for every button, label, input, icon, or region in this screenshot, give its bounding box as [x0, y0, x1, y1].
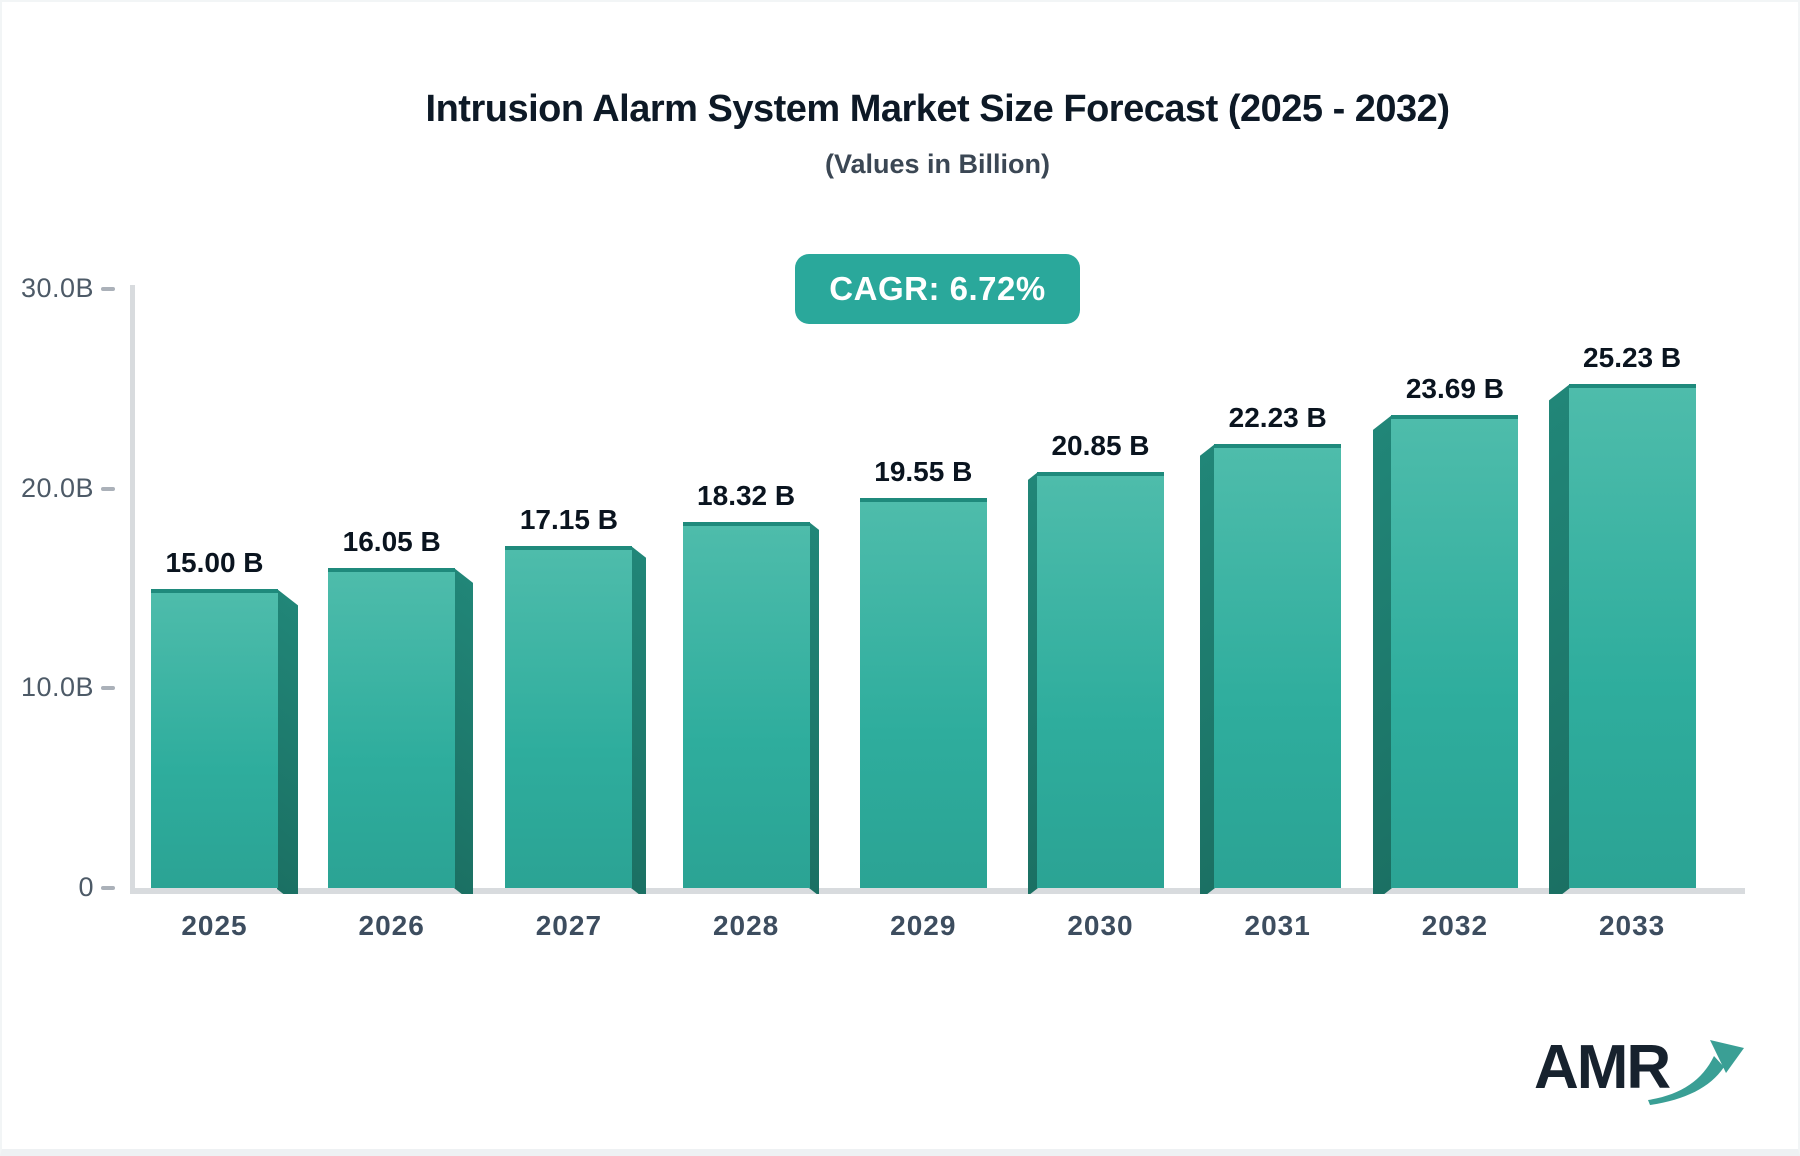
bar-2029: [859, 497, 987, 888]
x-axis-label-2025: 2025: [181, 910, 248, 941]
bar-2031: [1214, 444, 1342, 888]
x-axis-labels: 2025 2026 2027 2028 2029 2030 2031 2032 2033: [130, 910, 1745, 954]
bar-value-label: 23.69 B: [1405, 372, 1504, 404]
bar-side: [631, 545, 647, 894]
y-tick-label: 20.0B: [20, 472, 94, 503]
y-axis-line: [130, 285, 135, 894]
bar-2032: [1391, 414, 1519, 888]
badge-row: CAGR: 6.72%: [130, 254, 1745, 324]
bar-side: [808, 522, 819, 894]
bar-2028: [682, 522, 810, 888]
bar-2026: [328, 567, 456, 888]
cagr-badge: CAGR: 6.72%: [795, 254, 1080, 324]
amr-logo: AMR: [1534, 1032, 1744, 1106]
bar-value-label: 20.85 B: [1051, 429, 1150, 461]
bar-value-label: 19.55 B: [874, 455, 973, 487]
bar-2030: [1037, 471, 1164, 888]
bar-2027: [505, 545, 633, 888]
x-axis-label-2030: 2030: [1067, 910, 1134, 941]
bar-side: [454, 567, 474, 894]
bar-value-label: 16.05 B: [342, 525, 441, 557]
x-axis-label-2033: 2033: [1598, 910, 1666, 941]
amr-logo-text: AMR: [1534, 1033, 1671, 1102]
x-axis-label-2027: 2027: [535, 910, 603, 941]
y-tick-label: 30.0B: [20, 273, 94, 303]
x-axis-label-2026: 2026: [358, 910, 425, 941]
bar-side: [277, 588, 298, 894]
bar-value-label: 25.23 B: [1583, 342, 1682, 374]
y-tick-mark: [101, 486, 115, 491]
y-tick-label: 0: [78, 872, 94, 902]
bar-side: [1548, 384, 1570, 894]
bar-value-label: 18.32 B: [697, 480, 796, 512]
x-axis-label-2028: 2028: [712, 910, 780, 941]
bar-value-label: 17.15 B: [519, 503, 618, 535]
plot-area: 15.00 B 16.05 B 17.15 B 18.32 B 19.55 B 20.85…: [130, 282, 1745, 894]
x-axis-label-2029: 2029: [890, 910, 957, 941]
bar-2033: [1568, 384, 1696, 888]
x-axis-label-2031: 2031: [1244, 910, 1311, 941]
x-axis-line: [130, 888, 1745, 894]
growth-arrow-icon: [1648, 1040, 1744, 1105]
x-axis-label-2032: 2032: [1421, 910, 1489, 941]
bar-side: [1200, 444, 1216, 894]
chart-subtitle: (Values in Billion): [824, 149, 1051, 179]
bar-2025: [151, 588, 278, 888]
y-tick-mark: [101, 686, 115, 691]
y-tick-mark: [101, 886, 115, 890]
chart-title: Intrusion Alarm System Market Size Forec…: [425, 88, 1450, 130]
bar-value-label: 22.23 B: [1228, 402, 1327, 434]
y-tick-mark: [101, 287, 115, 291]
bar-value-label: 15.00 B: [165, 546, 264, 578]
y-tick-label: 10.0B: [20, 672, 94, 703]
bar-side: [1373, 414, 1393, 894]
